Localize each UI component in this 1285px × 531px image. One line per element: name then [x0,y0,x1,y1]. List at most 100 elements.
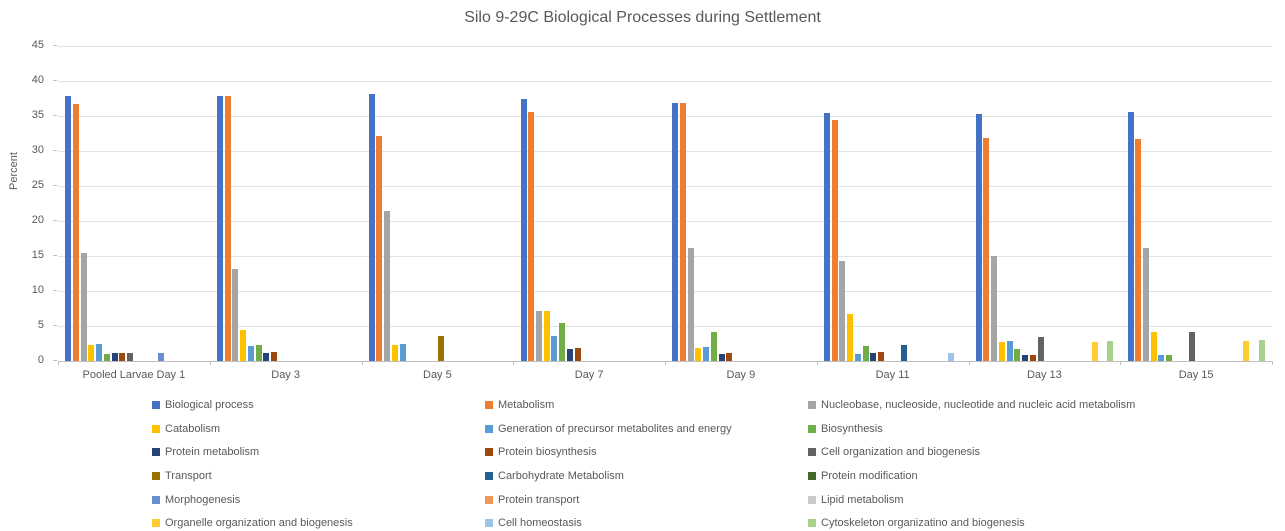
legend-item: Protein transport [485,494,808,506]
bar-slot [1021,46,1029,361]
bar [368,94,375,361]
bar [72,104,79,361]
y-tick-mark [53,220,57,221]
bar [703,347,710,361]
legend-item: Biological process [152,399,485,411]
bar-slot [1181,46,1189,361]
bar-slot [347,46,355,361]
legend-swatch [485,471,493,480]
bar-slot [635,46,643,361]
x-tick-label: Pooled Larvae Day 1 [82,369,186,381]
bar-slot [149,46,157,361]
bar-group [817,46,969,361]
bar-slot [787,46,795,361]
bar-slot [877,46,885,361]
x-tick-mark [58,361,59,365]
x-tick-mark [513,361,515,365]
legend-label: Transport [165,469,212,482]
x-tick-mark [1272,361,1273,365]
legend-swatch [485,400,493,409]
bar [217,96,224,361]
bar [710,332,717,361]
bar [1150,331,1157,361]
legend-label: Protein metabolism [165,446,260,459]
bar [1091,342,1098,361]
bar-slot [1098,46,1106,361]
bar [224,95,231,361]
legend-label: Cell homeostasis [498,517,582,530]
bar-slot [527,46,535,361]
bar-slot [846,46,854,361]
gridline [58,221,1272,222]
bar-slot [157,46,165,361]
legend-swatch [808,448,816,457]
bar-slot [1158,46,1166,361]
y-tick-label: 35 [31,109,44,121]
bar [127,352,134,361]
x-tick-label: Day 7 [574,369,604,381]
bar-slot [484,46,492,361]
bar [1142,248,1149,361]
bar-slot [165,46,173,361]
bar-slot [142,46,150,361]
bar-slot [64,46,72,361]
bar-group [969,46,1121,361]
y-tick-mark [53,115,57,116]
legend-label: Lipid metabolism [821,493,904,506]
bar [1166,354,1173,361]
bar-slot [581,46,589,361]
bar-slot [270,46,278,361]
gridline [58,326,1272,327]
x-tick-label: Day 3 [271,369,300,381]
bar [983,138,990,361]
gridline [58,116,1272,117]
bar-slot [520,46,528,361]
plot-area [58,46,1272,362]
bar-slot [893,46,901,361]
y-tick-label: 30 [31,144,44,156]
y-tick-mark [53,185,57,186]
bar-slot [566,46,574,361]
bar [240,330,247,361]
bar-slot [725,46,733,361]
bar-slot [468,46,476,361]
legend-label: Morphogenesis [165,493,241,506]
legend-swatch [808,519,816,528]
legend-label: Protein transport [498,493,580,506]
bar [1189,331,1196,361]
y-tick-label: 25 [31,179,44,191]
legend-label: Catabolism [165,422,221,435]
legend-item: Protein metabolism [152,446,485,458]
x-tick-label: Day 15 [1178,369,1214,381]
legend-item: Morphogenesis [152,494,485,506]
bar-slot [990,46,998,361]
bar-slot [340,46,348,361]
bar-slot [407,46,415,361]
bar-slot [939,46,947,361]
y-tick-label: 20 [31,214,44,226]
bar [255,344,262,361]
bar-group [513,46,665,361]
bar-slot [803,46,811,361]
bar [520,98,527,361]
legend-item: Catabolism [152,423,485,435]
bar [947,353,954,361]
legend: Biological process Metabolism Nucleobase, … [152,393,1228,531]
bar-slot [998,46,1006,361]
bar-slot [95,46,103,361]
bar-slot [574,46,582,361]
x-tick-mark [1120,361,1122,365]
bar [1037,336,1044,361]
legend-swatch [808,400,816,409]
legend-item: Organelle organization and biogenesis [152,517,485,529]
bar-slot [126,46,134,361]
bar-slot [1188,46,1196,361]
bar-slot [756,46,764,361]
legend-label: Cytoskeleton organizatino and biogenesis [821,517,1025,530]
bar-slot [1106,46,1114,361]
bar [566,349,573,361]
bar [88,344,95,361]
bar [975,113,982,361]
bar-slot [301,46,309,361]
bar-slot [764,46,772,361]
